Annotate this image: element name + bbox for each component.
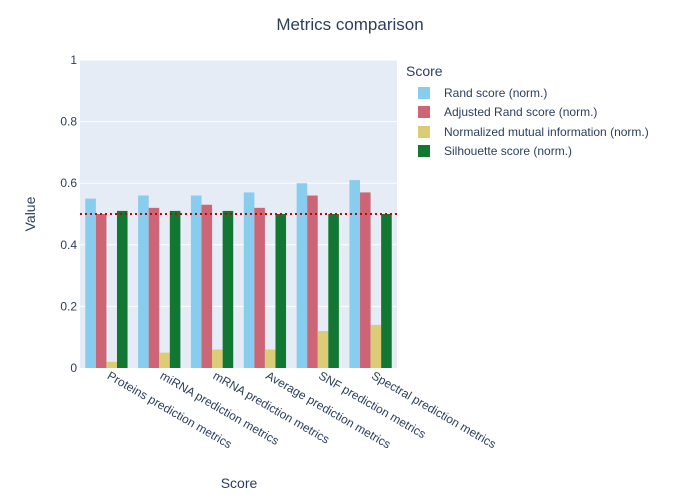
legend-label: Silhouette score (norm.) [444, 144, 573, 159]
legend-title: Score [406, 63, 443, 79]
y-axis-title: Value [22, 196, 38, 231]
gridlines [80, 59, 397, 307]
legend-item[interactable]: Silhouette score (norm.) [406, 142, 649, 162]
bar [254, 207, 265, 368]
bar [328, 214, 339, 368]
legend-item[interactable]: Normalized mutual information (norm.) [406, 122, 649, 142]
bar [243, 192, 255, 368]
bar [159, 352, 170, 368]
legend-swatch [418, 145, 430, 158]
bar [106, 361, 117, 368]
bars [85, 180, 392, 368]
legend-items: Rand score (norm.) Adjusted Rand score (n… [406, 83, 649, 161]
legend: Score Rand score (norm.) Adjusted Rand sc… [406, 63, 649, 161]
y-tick-label: 0.6 [60, 176, 77, 190]
bar [222, 210, 234, 368]
legend-swatch [418, 86, 430, 99]
bar [95, 214, 107, 368]
legend-swatch [418, 125, 430, 138]
bar [381, 214, 392, 368]
bar [275, 214, 287, 368]
legend-item[interactable]: Rand score (norm.) [406, 83, 649, 103]
y-tick-label: 0.2 [60, 299, 77, 313]
bar [169, 210, 181, 368]
bar [349, 180, 361, 368]
x-axis-title: Score [221, 475, 258, 491]
y-tick-label: 1 [70, 53, 77, 67]
bar [370, 324, 382, 368]
legend-item[interactable]: Adjusted Rand score (norm.) [406, 103, 649, 123]
bar [201, 204, 213, 368]
bar [264, 349, 276, 368]
bar [190, 195, 202, 368]
bar [116, 210, 128, 368]
bar [360, 192, 371, 368]
bar [296, 183, 308, 368]
y-axis-ticks: 0 0.2 0.4 0.6 0.8 1 [60, 53, 77, 375]
plot-area [80, 60, 397, 368]
legend-label: Normalized mutual information (norm.) [444, 124, 649, 139]
bar [85, 198, 96, 368]
bar [148, 207, 160, 368]
legend-label: Adjusted Rand score (norm.) [444, 105, 598, 120]
legend-swatch [418, 106, 430, 119]
y-tick-label: 0 [70, 361, 77, 375]
legend-label: Rand score (norm.) [444, 85, 548, 100]
chart-title: Metrics comparison [276, 15, 423, 34]
y-tick-label: 0.4 [60, 238, 77, 252]
bar [212, 349, 223, 368]
bar [317, 331, 329, 368]
bar [307, 195, 318, 368]
y-tick-label: 0.8 [60, 115, 77, 129]
bar [138, 195, 149, 368]
